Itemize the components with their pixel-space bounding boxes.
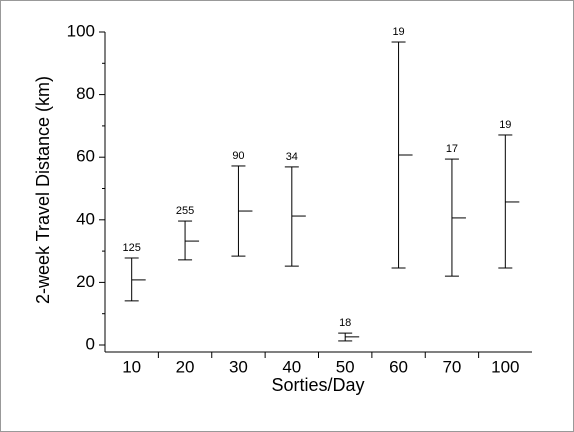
x-tick-label: 50 — [336, 357, 355, 376]
x-tick-label: 30 — [229, 357, 248, 376]
y-tick-label: 100 — [67, 21, 95, 40]
count-label: 125 — [123, 242, 141, 254]
y-tick-label: 40 — [76, 209, 95, 228]
y-tick-label: 0 — [86, 334, 95, 353]
x-tick-label: 40 — [282, 357, 301, 376]
count-label: 18 — [339, 317, 351, 329]
y-tick-label: 60 — [76, 147, 95, 166]
y-tick-label: 80 — [76, 84, 95, 103]
count-label: 90 — [232, 150, 244, 162]
count-label: 255 — [176, 205, 194, 217]
x-tick-label: 10 — [122, 357, 141, 376]
x-tick-label: 100 — [491, 357, 519, 376]
x-axis-title: Sorties/Day — [271, 375, 364, 395]
y-axis-title: 2-week Travel Distance (km) — [33, 76, 53, 304]
count-label: 34 — [286, 151, 298, 163]
x-tick-label: 70 — [442, 357, 461, 376]
x-tick-label: 20 — [176, 357, 195, 376]
count-label: 19 — [392, 26, 404, 38]
x-tick-label: 60 — [389, 357, 408, 376]
count-label: 17 — [446, 143, 458, 155]
y-tick-label: 20 — [76, 272, 95, 291]
count-label: 19 — [499, 119, 511, 131]
